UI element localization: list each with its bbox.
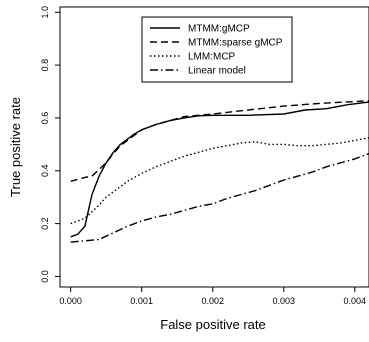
series-line-mtmm-gmcp	[70, 101, 369, 238]
x-axis: 0.000 0.001 0.002 0.003 0.004	[59, 287, 366, 306]
legend-label: Linear model	[188, 66, 246, 77]
y-tick-label: 0.4	[40, 165, 50, 178]
series-layer	[70, 100, 369, 243]
y-tick-label: 1.0	[40, 6, 50, 19]
series-line-linear-model	[70, 152, 369, 243]
legend-label: MTMM:gMCP	[188, 24, 250, 35]
legend-label: LMM:MCP	[188, 52, 236, 63]
x-axis-label: False positive rate	[160, 317, 266, 332]
plot-frame	[59, 6, 369, 288]
legend: MTMM:gMCP MTMM:sparse gMCP LMM:MCP Linear m…	[141, 16, 293, 83]
x-tick-label: 0.000	[59, 296, 82, 306]
x-tick-label: 0.003	[272, 296, 295, 306]
y-axis-label: True positive rate	[8, 97, 23, 197]
legend-label: MTMM:sparse gMCP	[188, 38, 283, 49]
y-tick-label: 0.8	[40, 59, 50, 72]
y-tick-label: 0.6	[40, 112, 50, 125]
y-tick-label: 0.0	[40, 270, 50, 283]
y-axis: 0.0 0.2 0.4 0.6 0.8 1.0	[40, 6, 60, 283]
x-tick-label: 0.004	[344, 296, 367, 306]
x-tick-label: 0.001	[130, 296, 153, 306]
x-tick-label: 0.002	[201, 296, 224, 306]
y-tick-label: 0.2	[40, 217, 50, 230]
series-line-lmm-mcp	[70, 137, 369, 225]
series-line-mtmm-sparse-gmcp	[70, 100, 369, 182]
